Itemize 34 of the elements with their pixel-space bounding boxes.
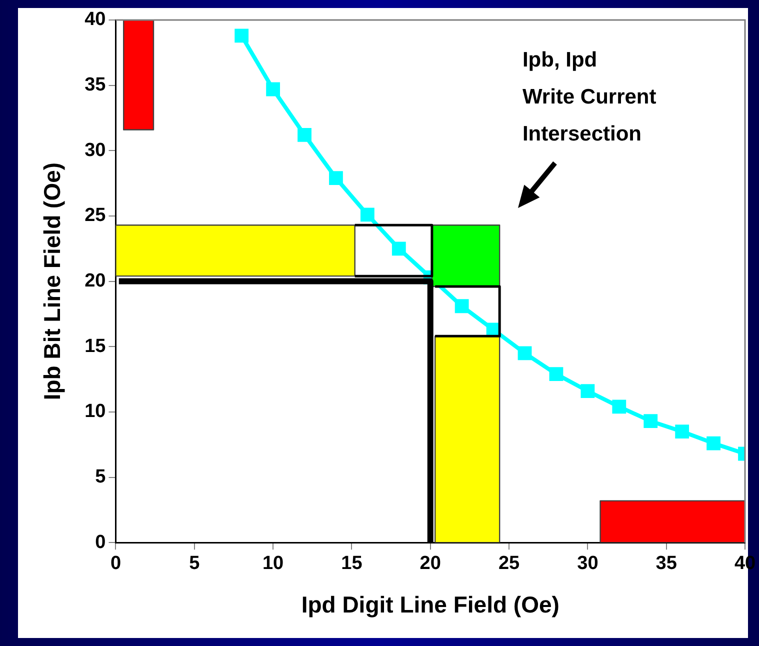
annotation: Ipb, Ipd Write Current Intersection (522, 48, 656, 146)
point (329, 171, 343, 186)
point (454, 299, 469, 314)
point (612, 400, 626, 414)
point (234, 28, 249, 43)
x-tick-label: 10 (262, 553, 284, 574)
point (266, 82, 280, 96)
point (518, 346, 532, 360)
x-tick-label: 15 (341, 553, 363, 574)
y-tick-label: 35 (84, 74, 106, 96)
x-tick-label: 25 (498, 553, 520, 574)
x-tick-label: 5 (189, 553, 200, 574)
x-tick-label: 0 (110, 553, 122, 574)
point (580, 384, 595, 398)
point (675, 424, 690, 438)
point (392, 242, 406, 256)
y-tick-label: 5 (95, 466, 106, 488)
point (644, 414, 658, 428)
y-tick-label: 0 (95, 532, 106, 553)
y-tick-label: 10 (84, 401, 106, 422)
y-tick-label: 40 (84, 9, 106, 30)
y-axis-title: Ipb Bit Line Field (Oe) (39, 162, 66, 400)
point (706, 436, 720, 450)
x-axis-title: Ipd Digit Line Field (Oe) (301, 592, 560, 618)
point (360, 208, 374, 222)
x-tick-label: 30 (577, 553, 598, 574)
x-tick-label: 35 (656, 553, 678, 574)
point (549, 367, 564, 382)
y-tick-label: 30 (84, 140, 106, 161)
y-tick-label: 15 (84, 336, 106, 357)
y-tick-label: 25 (84, 205, 106, 226)
y-tick-label: 20 (84, 270, 106, 292)
x-tick-label: 20 (420, 553, 441, 574)
point (298, 128, 312, 142)
